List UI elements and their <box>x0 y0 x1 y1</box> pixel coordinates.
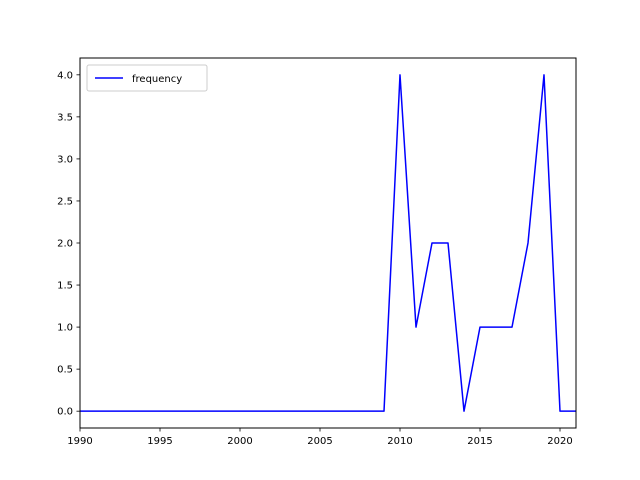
x-tick-label: 2010 <box>387 436 412 447</box>
y-tick-label: 2.0 <box>57 239 73 250</box>
series-line-frequency <box>80 74 576 412</box>
y-tick-label: 4.0 <box>57 70 73 81</box>
y-tick-label: 0.5 <box>57 365 73 376</box>
plot-area <box>80 58 576 428</box>
legend: frequency <box>86 64 208 92</box>
y-tick-label: 0.0 <box>57 407 73 418</box>
x-tick-label: 2000 <box>227 436 252 447</box>
y-tick-label: 2.5 <box>57 196 73 207</box>
y-tick-label: 1.0 <box>57 323 73 334</box>
legend-label: frequency <box>132 74 182 85</box>
x-axis: 1990 1995 2000 2005 2010 2015 2020 <box>67 428 573 447</box>
x-tick-label: 2015 <box>467 436 492 447</box>
series-layer <box>80 74 576 412</box>
x-tick-label: 1995 <box>147 436 172 447</box>
y-tick-label: 1.5 <box>57 281 73 292</box>
x-tick-label: 2005 <box>307 436 332 447</box>
x-tick-label: 1990 <box>67 436 92 447</box>
x-tick-label: 2020 <box>547 436 572 447</box>
y-tick-label: 3.0 <box>57 154 73 165</box>
legend-box <box>86 64 208 92</box>
y-tick-label: 3.5 <box>57 112 73 123</box>
y-axis: 0.0 0.5 1.0 1.5 2.0 2.5 3.0 3.5 4.0 <box>57 70 80 418</box>
